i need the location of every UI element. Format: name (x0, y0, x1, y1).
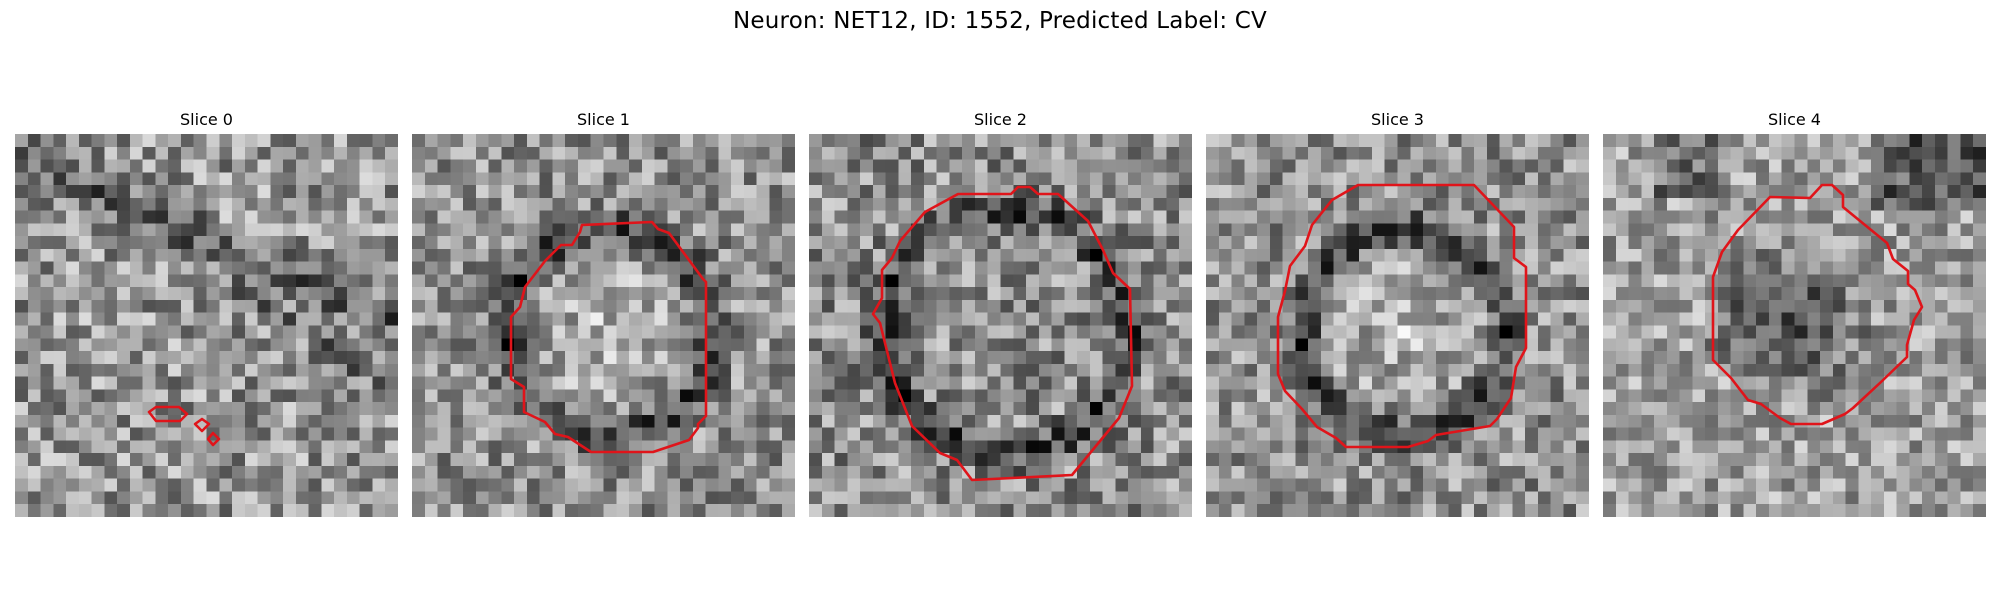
slice-title: Slice 4 (1768, 110, 1821, 129)
slice-panel-0: Slice 0 (15, 108, 398, 517)
figure-title: Neuron: NET12, ID: 1552, Predicted Label… (733, 8, 1267, 34)
slice-panel-3: Slice 3 (1206, 108, 1589, 517)
slice-title: Slice 1 (577, 110, 630, 129)
slice-image (15, 134, 398, 517)
slice-title: Slice 3 (1371, 110, 1424, 129)
slice-panel-2: Slice 2 (809, 108, 1192, 517)
slice-title: Slice 2 (974, 110, 1027, 129)
slice-image (1206, 134, 1589, 517)
slice-image (1603, 134, 1986, 517)
slice-panel-1: Slice 1 (412, 108, 795, 517)
slice-panel-4: Slice 4 (1603, 108, 1986, 517)
slice-image (412, 134, 795, 517)
slice-title: Slice 0 (180, 110, 233, 129)
slice-image (809, 134, 1192, 517)
